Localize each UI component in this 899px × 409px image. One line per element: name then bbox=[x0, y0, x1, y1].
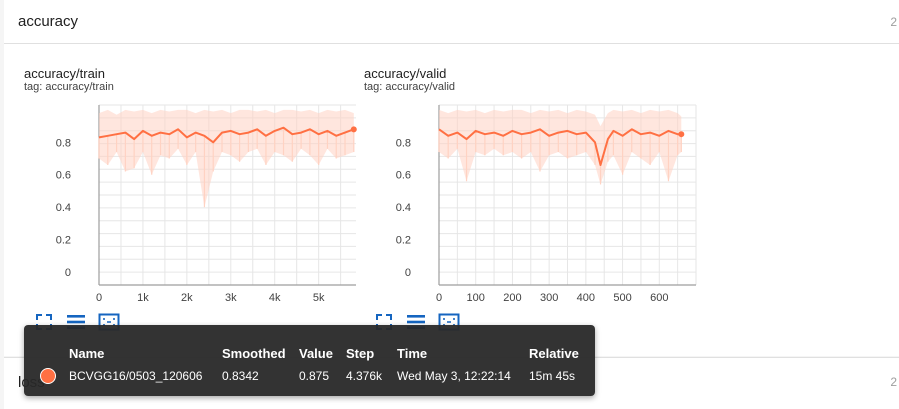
raw-series-band bbox=[439, 109, 682, 185]
fit-to-screen-icon bbox=[36, 314, 52, 330]
y-tick-label: 0.8 bbox=[396, 137, 411, 149]
x-tick-label: 0 bbox=[436, 292, 442, 304]
tooltip-header-smoothed: Smoothed bbox=[222, 346, 286, 361]
tooltip-raw-value: 0.875 bbox=[299, 369, 330, 383]
chart-tag: tag: accuracy/train bbox=[24, 81, 114, 93]
y-tick-label: 0.6 bbox=[56, 170, 71, 182]
accuracy-section: accuracy 2 accuracy/train tag: accuracy/t… bbox=[4, 0, 899, 356]
tooltip-relative: 15m 45s bbox=[529, 369, 576, 383]
y-tick-label: 0.6 bbox=[396, 170, 411, 182]
x-tick-label: 400 bbox=[577, 292, 595, 304]
accuracy-section-header[interactable]: accuracy 2 bbox=[4, 0, 899, 44]
hover-tooltip: Name Smoothed Value Step Time Relative B… bbox=[24, 325, 595, 396]
x-tick-label: 1k bbox=[137, 292, 149, 304]
x-tick-label: 300 bbox=[540, 292, 558, 304]
y-tick-label: 0 bbox=[405, 267, 411, 279]
tooltip-header-value: Value bbox=[299, 346, 333, 361]
section-count: 2 bbox=[890, 375, 897, 389]
y-tick-label: 0 bbox=[65, 267, 71, 279]
tooltip-header-relative: Relative bbox=[529, 346, 579, 361]
y-tick-label: 0.8 bbox=[56, 137, 71, 149]
raw-series-band bbox=[99, 109, 354, 208]
tag-prefix: tag: bbox=[24, 81, 43, 93]
x-tick-label: 5k bbox=[313, 292, 325, 304]
tooltip-header-step: Step bbox=[346, 346, 375, 361]
tooltip-run-name: BCVGG16/0503_120606 bbox=[69, 369, 203, 383]
tooltip-smoothed-value: 0.8342 bbox=[222, 369, 259, 383]
x-tick-label: 500 bbox=[613, 292, 631, 304]
tooltip-time: Wed May 3, 12:22:14 bbox=[397, 369, 511, 383]
y-tick-label: 0.4 bbox=[396, 202, 411, 214]
tooltip-header-time: Time bbox=[397, 346, 428, 361]
x-tick-label: 3k bbox=[225, 292, 237, 304]
x-tick-label: 4k bbox=[269, 292, 281, 304]
accuracy-valid-chart[interactable]: 0 0.2 0.4 0.6 0.8 0 100 200 300 400 500 600 bbox=[364, 100, 704, 310]
y-tick-label: 0.4 bbox=[56, 202, 71, 214]
smoothed-series-line[interactable] bbox=[438, 128, 682, 166]
accuracy-train-chart[interactable]: 0 0.2 0.4 0.6 0.8 0 1k 2k 3k 4k 5k bbox=[24, 100, 364, 310]
tag-value: accuracy/train bbox=[45, 81, 114, 93]
fit-to-screen-button[interactable] bbox=[374, 312, 396, 332]
x-tick-label: 100 bbox=[467, 292, 485, 304]
chart-card-valid: accuracy/valid tag: accuracy/valid 0 0.2 0.… bbox=[364, 60, 704, 340]
x-tick-label: 0 bbox=[96, 292, 102, 304]
tag-value: accuracy/valid bbox=[385, 81, 456, 93]
smoothed-series-line[interactable] bbox=[98, 126, 355, 144]
chart-title: accuracy/train bbox=[24, 66, 105, 81]
y-tick-label: 0.2 bbox=[396, 235, 411, 247]
fit-to-screen-button[interactable] bbox=[34, 312, 56, 332]
series-end-point bbox=[350, 126, 357, 133]
series-color-swatch bbox=[40, 368, 56, 384]
chart-tag: tag: accuracy/valid bbox=[364, 81, 455, 93]
section-title: accuracy bbox=[18, 13, 79, 30]
chart-card-train: accuracy/train tag: accuracy/train 0 0.2 0.… bbox=[24, 60, 364, 340]
x-tick-label: 600 bbox=[650, 292, 668, 304]
tooltip-step: 4.376k bbox=[346, 369, 383, 383]
fit-to-screen-icon bbox=[376, 314, 392, 330]
y-tick-label: 0.2 bbox=[56, 235, 71, 247]
x-tick-label: 2k bbox=[181, 292, 193, 304]
chart-title: accuracy/valid bbox=[364, 66, 447, 81]
series-end-point bbox=[678, 131, 685, 138]
tooltip-header-name: Name bbox=[69, 346, 105, 361]
tag-prefix: tag: bbox=[364, 81, 383, 93]
x-tick-label: 200 bbox=[503, 292, 521, 304]
section-count: 2 bbox=[890, 15, 897, 29]
